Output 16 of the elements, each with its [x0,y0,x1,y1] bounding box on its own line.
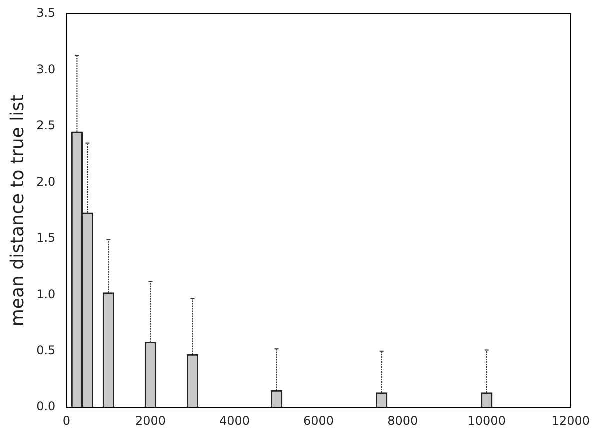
x-tick-label: 8000 [388,414,418,428]
x-tick-label: 2000 [135,414,166,428]
y-tick-label: 0.5 [36,343,56,358]
y-axis-title: mean distance to true list [7,94,28,327]
y-tick-label: 2.5 [36,118,56,133]
y-tick-label: 2.0 [36,174,56,189]
x-tick-label: 4000 [219,414,250,428]
x-tick-label: 10000 [468,414,506,428]
x-tick-label: 0 [62,414,71,428]
y-tick-label: 1.5 [36,231,56,246]
x-tick-label: 6000 [304,414,334,428]
x-tick-label: 12000 [552,414,590,428]
y-tick-label: 3.5 [36,6,56,20]
y-tick-label: 1.0 [36,287,56,302]
y-tick-label: 0.0 [36,400,56,414]
y-tick-label: 3.0 [36,62,56,76]
